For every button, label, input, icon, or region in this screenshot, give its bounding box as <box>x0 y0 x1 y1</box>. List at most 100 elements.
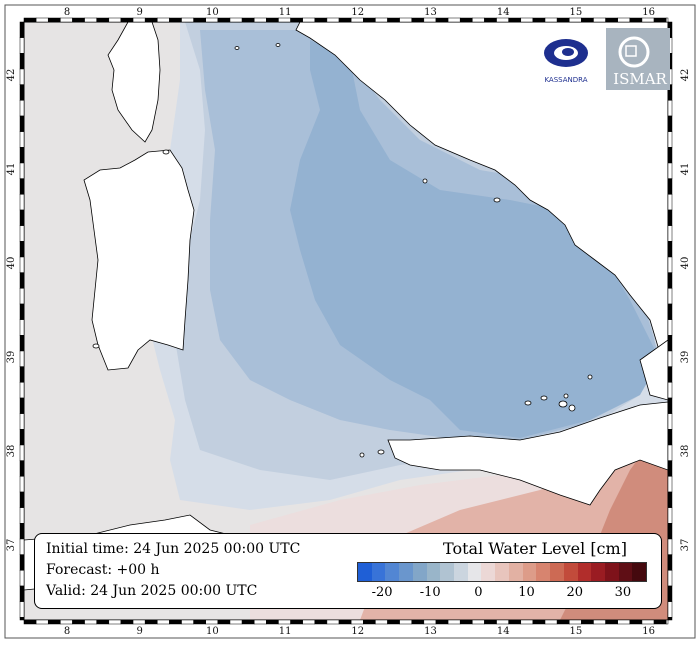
info-legend-box: Initial time: 24 Jun 2025 00:00 UTC Fore… <box>34 533 662 609</box>
border-segment <box>667 335 673 352</box>
border-segment <box>19 162 25 179</box>
border-segment <box>667 100 673 117</box>
valid-time-text: Valid: 24 Jun 2025 00:00 UTC <box>46 583 258 599</box>
colorbar <box>357 562 647 582</box>
colorbar-swatch <box>358 563 372 581</box>
border-segment <box>19 84 25 101</box>
border-segment <box>520 619 534 625</box>
border-segment <box>617 17 631 23</box>
longitude-label-bottom: 13 <box>424 626 437 637</box>
border-segment <box>19 413 25 430</box>
ismar-logo-text: ISMAR <box>613 70 667 88</box>
border-segment <box>472 17 485 23</box>
longitude-label-top: 16 <box>642 7 655 18</box>
longitude-label-top: 14 <box>497 7 510 18</box>
border-segment <box>667 617 673 621</box>
border-segment <box>60 17 73 23</box>
border-segment <box>447 17 461 23</box>
border-segment <box>23 17 37 23</box>
colorbar-tick-label: 20 <box>566 585 584 600</box>
border-segment <box>484 17 497 23</box>
colorbar-swatch <box>508 563 523 581</box>
border-segment <box>302 17 316 23</box>
border-segment <box>667 178 673 195</box>
border-segment <box>120 619 134 625</box>
border-segment <box>19 303 25 320</box>
longitude-labels-bottom: 8 9 10 11 12 13 14 15 16 <box>64 626 655 637</box>
border-segment <box>132 17 146 23</box>
border-segment <box>363 17 376 23</box>
border-segment <box>19 460 25 477</box>
border-segment <box>169 17 182 23</box>
colorbar-swatch <box>371 563 386 581</box>
border-segment <box>435 619 449 625</box>
border-segment <box>157 619 170 625</box>
border-segment <box>253 17 267 23</box>
border-segment <box>667 303 673 320</box>
border-segment <box>217 17 231 23</box>
border-segment <box>229 619 243 625</box>
border-segment <box>593 619 606 625</box>
border-segment <box>217 619 231 625</box>
border-segment <box>314 17 328 23</box>
border-segment <box>387 17 400 23</box>
border-segment <box>19 601 25 618</box>
ismar-logo: ISMAR <box>606 28 670 90</box>
colorbar-swatch <box>454 563 468 581</box>
latitude-label-right: 41 <box>680 163 691 176</box>
border-segment <box>266 17 279 23</box>
border-segment <box>667 319 673 336</box>
border-segment <box>629 619 643 625</box>
longitude-label-bottom: 10 <box>206 626 219 637</box>
border-segment <box>205 619 219 625</box>
forecast-text: Forecast: +00 h <box>46 562 160 578</box>
border-segment <box>120 17 134 23</box>
border-segment <box>266 619 279 625</box>
border-segment <box>253 619 267 625</box>
border-segment <box>278 619 291 625</box>
border-segment <box>667 147 673 164</box>
border-segment <box>484 619 497 625</box>
border-segment <box>667 429 673 446</box>
sicily-land <box>387 401 668 506</box>
border-segment <box>302 619 316 625</box>
colorbar-swatch <box>385 563 400 581</box>
border-segment <box>375 17 388 23</box>
longitude-label-bottom: 16 <box>642 626 655 637</box>
border-segment <box>667 382 673 399</box>
border-segment <box>667 256 673 273</box>
colorbar-tick-label: 30 <box>614 585 632 600</box>
border-segment <box>641 619 655 625</box>
border-segment <box>496 17 509 23</box>
colorbar-swatch <box>632 563 647 581</box>
border-segment <box>278 17 291 23</box>
border-segment <box>181 17 194 23</box>
border-segment <box>459 17 473 23</box>
border-segment <box>399 619 412 625</box>
border-segment <box>667 272 673 289</box>
border-segment <box>19 178 25 195</box>
border-segment <box>569 17 582 23</box>
border-segment <box>19 617 25 621</box>
border-segment <box>47 619 61 625</box>
border-segment <box>472 619 485 625</box>
border-segment <box>108 17 122 23</box>
sea-core-area <box>290 40 660 438</box>
border-segment <box>19 21 25 38</box>
border-segment <box>641 17 655 23</box>
border-segment <box>314 619 328 625</box>
border-segment <box>629 17 643 23</box>
latitude-label-left: 37 <box>6 539 17 552</box>
longitude-label-bottom: 12 <box>351 626 364 637</box>
border-segment <box>665 619 669 625</box>
border-segment <box>19 523 25 540</box>
border-segment <box>363 619 376 625</box>
border-segment <box>19 288 25 305</box>
border-segment <box>508 17 522 23</box>
border-segment <box>72 619 85 625</box>
border-segment <box>593 17 606 23</box>
colorbar-swatch <box>426 563 441 581</box>
longitude-labels-top: 8 9 10 11 12 13 14 15 16 <box>64 7 655 18</box>
border-segment <box>19 554 25 571</box>
border-segment <box>667 570 673 587</box>
